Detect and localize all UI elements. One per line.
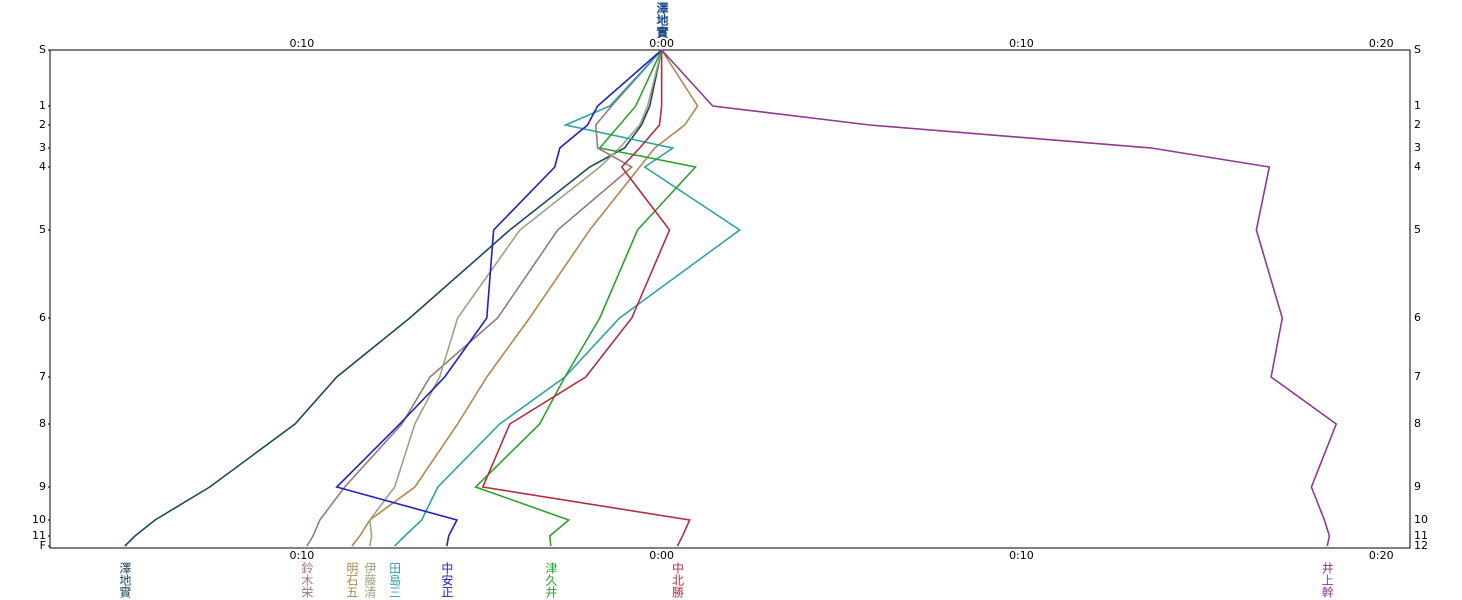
y-tick-label: 3 (39, 141, 46, 154)
runner-label: 中北勝 (670, 561, 684, 598)
runner-label: 井上幹 (1320, 562, 1334, 599)
runner-label: 中安正 (440, 561, 454, 598)
y-right-label: 3 (1414, 141, 1421, 154)
y-tick-label: 10 (32, 513, 46, 526)
x-tick-label: 0:20 (1369, 549, 1394, 562)
runner-label: 田島三 (388, 562, 402, 598)
x-tick-label: 0:00 (649, 37, 674, 50)
plot-frame (49, 49, 1411, 549)
reference-label: 澤地實 (655, 1, 669, 39)
series-line (474, 49, 698, 547)
series-line (394, 49, 742, 547)
y-tick-label: 4 (39, 160, 46, 173)
y-right-label: 1 (1414, 99, 1421, 112)
y-tick-label: 11 (32, 529, 46, 542)
series-line (481, 50, 691, 547)
x-tick-label: 0:10 (1009, 549, 1034, 562)
x-tick-label: 0:10 (290, 37, 315, 50)
series-line (306, 49, 663, 547)
series-line (124, 49, 663, 547)
y-tick-label: S (39, 43, 46, 56)
y-right-label: 7 (1414, 370, 1421, 383)
series-line (369, 49, 663, 547)
y-tick-label: 8 (39, 417, 46, 430)
y-right-label: 4 (1414, 160, 1421, 173)
y-right-label: S (1414, 43, 1421, 56)
y-right-label: 12 (1414, 539, 1428, 552)
series-line (661, 49, 1338, 547)
runner-label: 澤地實 (118, 562, 132, 599)
y-tick-label: 7 (39, 370, 46, 383)
y-tick-label: 1 (39, 99, 46, 112)
y-right-label: 11 (1414, 529, 1428, 542)
y-tick-label: F (40, 539, 46, 552)
runner-label: 明石五 (345, 562, 359, 598)
x-tick-label: 0:20 (1369, 37, 1394, 50)
series-line (335, 49, 663, 547)
y-right-label: 9 (1414, 480, 1421, 493)
y-tick-label: 9 (39, 480, 46, 493)
y-right-label: 10 (1414, 513, 1428, 526)
y-tick-label: 2 (39, 118, 46, 131)
x-tick-label: 0:00 (649, 549, 674, 562)
y-tick-label: 5 (39, 223, 46, 236)
x-tick-label: 0:10 (290, 549, 315, 562)
y-tick-label: 6 (39, 311, 46, 324)
y-right-label: 6 (1414, 311, 1421, 324)
y-right-label: 8 (1414, 417, 1421, 430)
runner-label: 鈴木栄 (300, 561, 314, 599)
y-right-label: 2 (1414, 118, 1421, 131)
runner-label: 津久井 (544, 562, 558, 599)
runner-label: 伊藤清 (363, 562, 377, 599)
x-tick-label: 0:10 (1009, 37, 1034, 50)
y-right-label: 5 (1414, 223, 1421, 236)
